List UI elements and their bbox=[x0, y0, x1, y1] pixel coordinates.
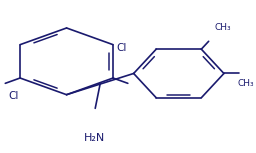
Text: CH₃: CH₃ bbox=[237, 79, 254, 88]
Text: Cl: Cl bbox=[116, 43, 127, 53]
Text: CH₃: CH₃ bbox=[214, 23, 231, 32]
Text: Cl: Cl bbox=[8, 91, 18, 101]
Text: H₂N: H₂N bbox=[84, 133, 105, 143]
